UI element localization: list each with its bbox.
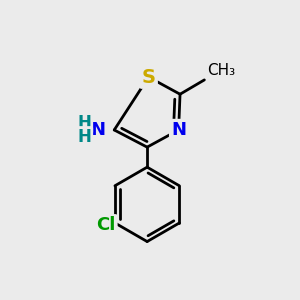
Text: N: N	[171, 121, 186, 139]
Text: H: H	[77, 128, 91, 146]
Text: Cl: Cl	[96, 216, 116, 234]
Text: CH₃: CH₃	[207, 63, 235, 78]
Text: H: H	[77, 114, 91, 132]
Text: N: N	[90, 121, 105, 139]
Text: S: S	[142, 68, 156, 86]
